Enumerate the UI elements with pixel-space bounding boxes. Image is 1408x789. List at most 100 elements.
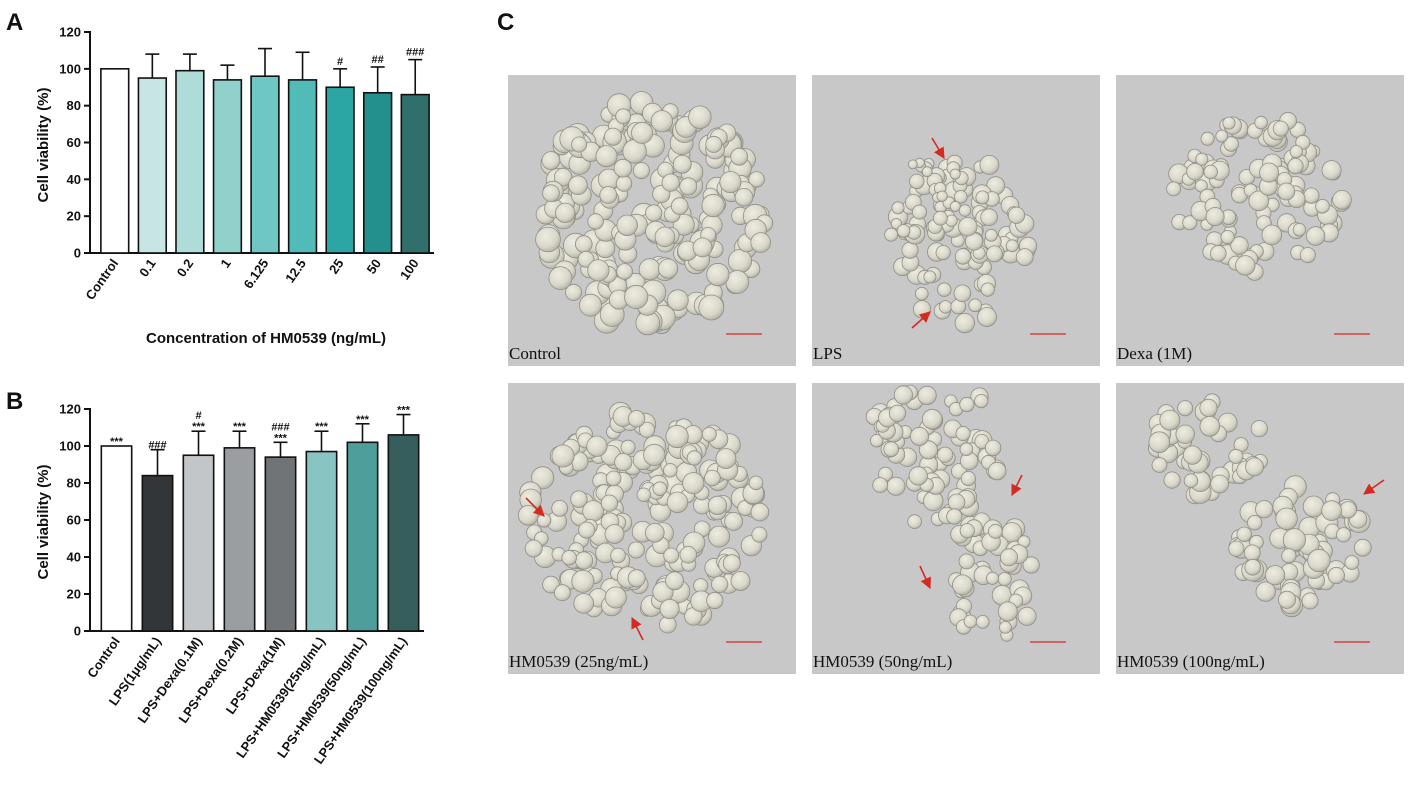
cell bbox=[883, 441, 899, 458]
cell bbox=[918, 440, 938, 460]
cell bbox=[573, 593, 594, 614]
significance-label: ## bbox=[372, 54, 384, 66]
cell bbox=[1148, 431, 1171, 454]
cell bbox=[568, 175, 588, 196]
cell bbox=[953, 284, 972, 303]
cell bbox=[730, 571, 751, 591]
panel-letter-a: A bbox=[6, 9, 23, 36]
cell bbox=[587, 213, 604, 230]
cell bbox=[638, 258, 661, 281]
cell bbox=[980, 208, 998, 227]
cell bbox=[886, 476, 906, 496]
cell bbox=[724, 512, 743, 531]
micrograph-caption: Control bbox=[509, 344, 561, 363]
x-tick-label: 1 bbox=[217, 256, 233, 271]
micrograph-panel: HM0539 (100ng/mL) bbox=[1116, 383, 1404, 674]
cell bbox=[579, 293, 602, 317]
y-axis-title: Cell viability (%) bbox=[35, 87, 52, 202]
cell bbox=[1205, 207, 1225, 227]
cell bbox=[707, 495, 728, 515]
significance-label: ### bbox=[271, 421, 289, 433]
cell bbox=[663, 463, 678, 478]
cell bbox=[968, 298, 982, 313]
cell bbox=[1005, 239, 1019, 253]
cell bbox=[999, 621, 1012, 634]
cell bbox=[1303, 187, 1320, 204]
x-tick-label: 100 bbox=[397, 256, 422, 282]
cell bbox=[953, 190, 968, 204]
cell bbox=[977, 307, 997, 327]
cell bbox=[872, 477, 889, 494]
cell bbox=[921, 166, 933, 178]
cell bbox=[571, 569, 595, 593]
cell bbox=[1332, 190, 1352, 210]
micrograph-caption: HM0539 (25ng/mL) bbox=[509, 652, 648, 671]
cell bbox=[988, 523, 1003, 539]
x-tick-label: 0.1 bbox=[136, 256, 159, 279]
cell bbox=[1195, 152, 1209, 166]
cell bbox=[959, 523, 975, 539]
cell bbox=[1336, 527, 1352, 543]
cell bbox=[574, 551, 594, 570]
cell bbox=[1166, 181, 1181, 197]
bar bbox=[387, 434, 420, 632]
cell bbox=[688, 105, 712, 129]
cell bbox=[1186, 162, 1204, 181]
cell bbox=[974, 393, 989, 409]
cell bbox=[734, 188, 754, 207]
cell bbox=[616, 214, 638, 237]
cell bbox=[997, 601, 1018, 622]
cell bbox=[893, 385, 914, 405]
bar bbox=[141, 474, 174, 632]
cell bbox=[912, 300, 932, 319]
cell bbox=[570, 490, 588, 508]
cell bbox=[1275, 507, 1298, 531]
y-tick-label: 100 bbox=[59, 439, 81, 454]
cell bbox=[1000, 548, 1019, 567]
cell bbox=[891, 201, 905, 215]
cell bbox=[1163, 471, 1181, 489]
cell bbox=[682, 472, 705, 495]
panel-letter-b: B bbox=[6, 388, 23, 415]
cell bbox=[1305, 226, 1326, 246]
cell bbox=[946, 508, 963, 525]
y-tick-label: 40 bbox=[67, 550, 81, 565]
cell bbox=[1321, 500, 1342, 521]
cell bbox=[531, 466, 555, 490]
cell bbox=[574, 235, 593, 253]
cell bbox=[615, 175, 633, 192]
significance-label: ### bbox=[148, 440, 166, 452]
cell bbox=[652, 481, 668, 497]
y-tick-label: 120 bbox=[59, 25, 81, 40]
cell bbox=[692, 237, 713, 258]
cell bbox=[728, 249, 753, 274]
cell bbox=[1245, 457, 1264, 477]
cell bbox=[958, 216, 978, 237]
cell bbox=[719, 171, 742, 194]
y-tick-label: 20 bbox=[67, 587, 81, 602]
bar bbox=[346, 441, 379, 632]
cell bbox=[958, 204, 972, 217]
cell bbox=[1182, 445, 1203, 465]
panel-letter-c: C bbox=[497, 9, 514, 36]
cell bbox=[1248, 190, 1270, 212]
cell bbox=[1199, 415, 1221, 437]
cell bbox=[1302, 495, 1325, 518]
cell bbox=[1022, 556, 1040, 574]
cell bbox=[1223, 136, 1239, 152]
significance-label: *** bbox=[274, 432, 288, 444]
cell bbox=[705, 135, 723, 153]
cell bbox=[638, 421, 656, 438]
significance-label: # bbox=[337, 56, 343, 68]
cell bbox=[541, 151, 561, 171]
cell bbox=[706, 262, 730, 287]
cell bbox=[997, 572, 1012, 587]
cell bbox=[578, 521, 596, 539]
bar bbox=[223, 447, 256, 632]
cell bbox=[1261, 224, 1283, 246]
cell bbox=[1159, 409, 1181, 431]
cell bbox=[631, 121, 654, 144]
cell bbox=[517, 504, 539, 526]
x-tick-label: Control bbox=[82, 256, 121, 302]
red-arrow bbox=[631, 616, 644, 641]
